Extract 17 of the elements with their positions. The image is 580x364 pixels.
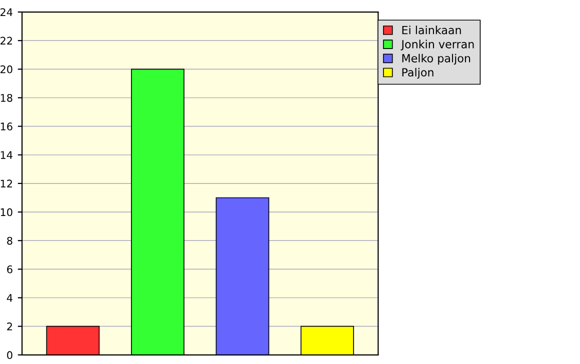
- legend-label: Jonkin verran: [400, 40, 474, 50]
- y-tick-label: 14: [0, 151, 12, 159]
- legend-label: Ei lainkaan: [402, 26, 461, 34]
- y-tick-label: 20: [0, 65, 12, 74]
- y-tick-label: 0: [7, 351, 12, 360]
- y-tick-label: 8: [7, 236, 12, 245]
- y-tick-label: 16: [0, 122, 12, 130]
- y-tick-label: 10: [0, 208, 12, 216]
- legend-label: Paljon: [402, 68, 434, 79]
- y-tick-label: 2: [7, 322, 12, 330]
- y-tick-label: 6: [7, 265, 12, 274]
- y-tick-label: 12: [0, 180, 12, 188]
- y-tick-label: 24: [0, 8, 12, 16]
- y-tick-label: 18: [0, 94, 12, 102]
- y-tick-label: 22: [0, 36, 12, 45]
- legend-label: Melko paljon: [402, 54, 470, 65]
- y-tick-label: 4: [6, 294, 12, 302]
